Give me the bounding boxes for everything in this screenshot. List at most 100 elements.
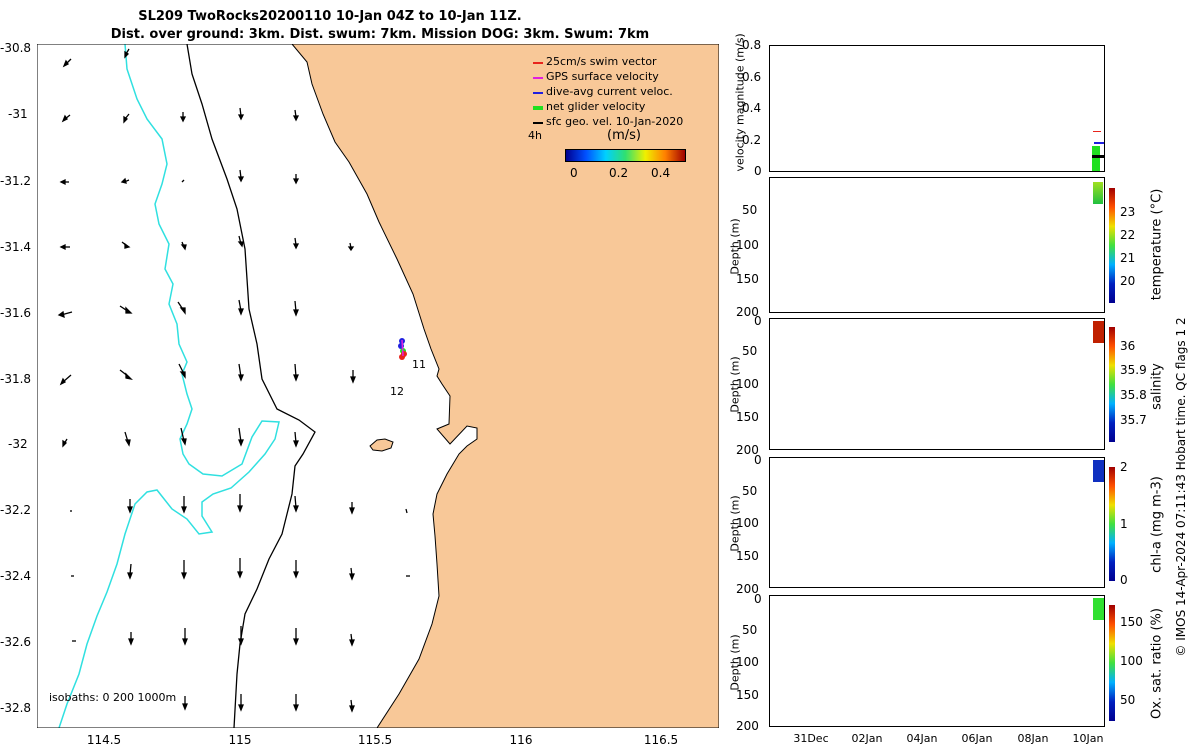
vel-ytick: 0.8 bbox=[742, 38, 762, 52]
depth-ylabel: Depth (m) bbox=[728, 218, 742, 275]
salinity-cb-tick: 35.8 bbox=[1120, 388, 1147, 402]
vel-ylabel: velocity magnitude (m/s) bbox=[733, 33, 747, 172]
glider-track bbox=[398, 338, 407, 360]
colorbar-tick-2: 0.4 bbox=[651, 166, 671, 180]
temperature-colorbar bbox=[1109, 188, 1115, 303]
depth-ytick: 150 bbox=[736, 688, 759, 702]
oxygen-cb-tick: 50 bbox=[1120, 693, 1136, 707]
chla-cb-label: chl-a (mg m-3) bbox=[1149, 476, 1165, 573]
temperature-plot bbox=[769, 177, 1105, 313]
chla-data bbox=[1093, 460, 1104, 482]
velocity-data-current bbox=[1094, 142, 1104, 144]
lat-tick: -31.6 bbox=[0, 306, 32, 320]
temperature-cb-tick: 20 bbox=[1120, 274, 1136, 288]
temperature-cb-tick: 23 bbox=[1120, 205, 1136, 219]
depth-ytick: 150 bbox=[736, 272, 759, 286]
velocity-data-swim bbox=[1093, 131, 1101, 132]
track-label-12: 12 bbox=[390, 385, 404, 398]
chla-cb-tick: 1 bbox=[1120, 517, 1128, 531]
map-title-line2: Dist. over ground: 3km. Dist. swum: 7km.… bbox=[110, 27, 650, 42]
land-mass bbox=[291, 44, 719, 728]
lat-tick: -32.4 bbox=[0, 569, 32, 583]
colorbar-tick-1: 0.2 bbox=[609, 166, 629, 180]
velocity-data-geo bbox=[1092, 155, 1104, 158]
depth-ytick: 50 bbox=[742, 344, 758, 358]
lon-tick: 116 bbox=[509, 733, 533, 747]
depth-ytick: 50 bbox=[742, 203, 758, 217]
depth-ytick: 200 bbox=[736, 443, 759, 457]
lon-tick: 116.5 bbox=[643, 733, 679, 747]
salinity-plot bbox=[769, 318, 1105, 450]
depth-ylabel: Depth (m) bbox=[728, 495, 742, 552]
oxygen-cb-tick: 100 bbox=[1120, 654, 1143, 668]
depth-ytick: 0 bbox=[754, 592, 762, 606]
temperature-cb-label: temperature (°C) bbox=[1149, 188, 1165, 301]
isobath-label: isobaths: 0 200 1000m bbox=[49, 691, 177, 704]
isobath-200 bbox=[186, 44, 316, 728]
lon-tick: 115 bbox=[228, 733, 252, 747]
vel-ytick: 0.6 bbox=[742, 70, 762, 84]
vel-ytick: 0 bbox=[754, 164, 762, 178]
colorbar-tick-0: 0 bbox=[570, 166, 578, 180]
depth-ylabel: Depth (m) bbox=[728, 356, 742, 413]
chla-colorbar bbox=[1109, 467, 1115, 581]
rottnest-island bbox=[369, 438, 394, 452]
depth-ytick: 200 bbox=[736, 305, 759, 319]
depth-ytick: 200 bbox=[736, 719, 759, 733]
lat-tick: -30.8 bbox=[0, 41, 32, 55]
chla-plot bbox=[769, 457, 1105, 588]
date-tick: 31Dec bbox=[793, 732, 829, 745]
isobath-1000 bbox=[58, 44, 280, 728]
lon-tick: 114.5 bbox=[86, 733, 122, 747]
lat-tick: -32.8 bbox=[0, 701, 32, 715]
salinity-cb-tick: 36 bbox=[1120, 339, 1136, 353]
oxygen-cb-label: Ox. sat. ratio (%) bbox=[1149, 608, 1165, 719]
duration-label: 4h bbox=[528, 129, 542, 142]
depth-ytick: 150 bbox=[736, 410, 759, 424]
salinity-cb-label: salinity bbox=[1149, 363, 1165, 410]
temperature-cb-tick: 22 bbox=[1120, 228, 1136, 242]
lat-tick: -31.2 bbox=[0, 174, 32, 188]
velocity-arrows bbox=[57, 48, 410, 713]
velocity-plot bbox=[769, 45, 1105, 172]
map-colorbar bbox=[565, 149, 686, 162]
oxygen-data bbox=[1093, 598, 1104, 620]
vel-ytick: 0.2 bbox=[742, 133, 762, 147]
depth-ytick: 0 bbox=[754, 314, 762, 328]
lat-tick: -32.2 bbox=[0, 503, 32, 517]
depth-ytick: 100 bbox=[736, 516, 759, 530]
lat-tick: -31.8 bbox=[0, 372, 32, 386]
date-tick: 04Jan bbox=[906, 732, 938, 745]
date-tick: 02Jan bbox=[851, 732, 883, 745]
depth-ylabel: Depth (m) bbox=[728, 634, 742, 691]
temperature-cb-tick: 21 bbox=[1120, 251, 1136, 265]
map-title-line1: SL209 TwoRocks20200110 10-Jan 04Z to 10-… bbox=[138, 9, 522, 24]
depth-ytick: 100 bbox=[736, 238, 759, 252]
lat-tick: -32 bbox=[8, 437, 28, 451]
depth-ytick: 150 bbox=[736, 549, 759, 563]
colorbar-unit: (m/s) bbox=[607, 128, 641, 143]
salinity-cb-tick: 35.9 bbox=[1120, 363, 1147, 377]
salinity-colorbar bbox=[1109, 327, 1115, 442]
depth-ytick: 50 bbox=[742, 623, 758, 637]
date-tick: 10Jan bbox=[1072, 732, 1104, 745]
map-plot bbox=[37, 44, 719, 728]
lat-tick: -31 bbox=[8, 107, 28, 121]
lat-tick: -31.4 bbox=[0, 240, 32, 254]
depth-ytick: 200 bbox=[736, 582, 759, 596]
lon-tick: 115.5 bbox=[357, 733, 393, 747]
lat-tick: -32.6 bbox=[0, 635, 32, 649]
vel-ytick: 0.4 bbox=[742, 101, 762, 115]
oxygen-cb-tick: 150 bbox=[1120, 615, 1143, 629]
velocity-data-net bbox=[1092, 146, 1100, 171]
date-tick: 06Jan bbox=[961, 732, 993, 745]
oxygen-plot bbox=[769, 595, 1105, 727]
oxygen-colorbar bbox=[1109, 605, 1115, 721]
salinity-data bbox=[1093, 321, 1104, 343]
footer-credit: © IMOS 14-Apr-2024 07:11:43 Hobart time.… bbox=[1174, 317, 1188, 657]
depth-ytick: 50 bbox=[742, 484, 758, 498]
depth-ytick: 100 bbox=[736, 377, 759, 391]
depth-ytick: 0 bbox=[754, 453, 762, 467]
depth-ytick: 100 bbox=[736, 655, 759, 669]
track-label-11: 11 bbox=[412, 358, 426, 371]
